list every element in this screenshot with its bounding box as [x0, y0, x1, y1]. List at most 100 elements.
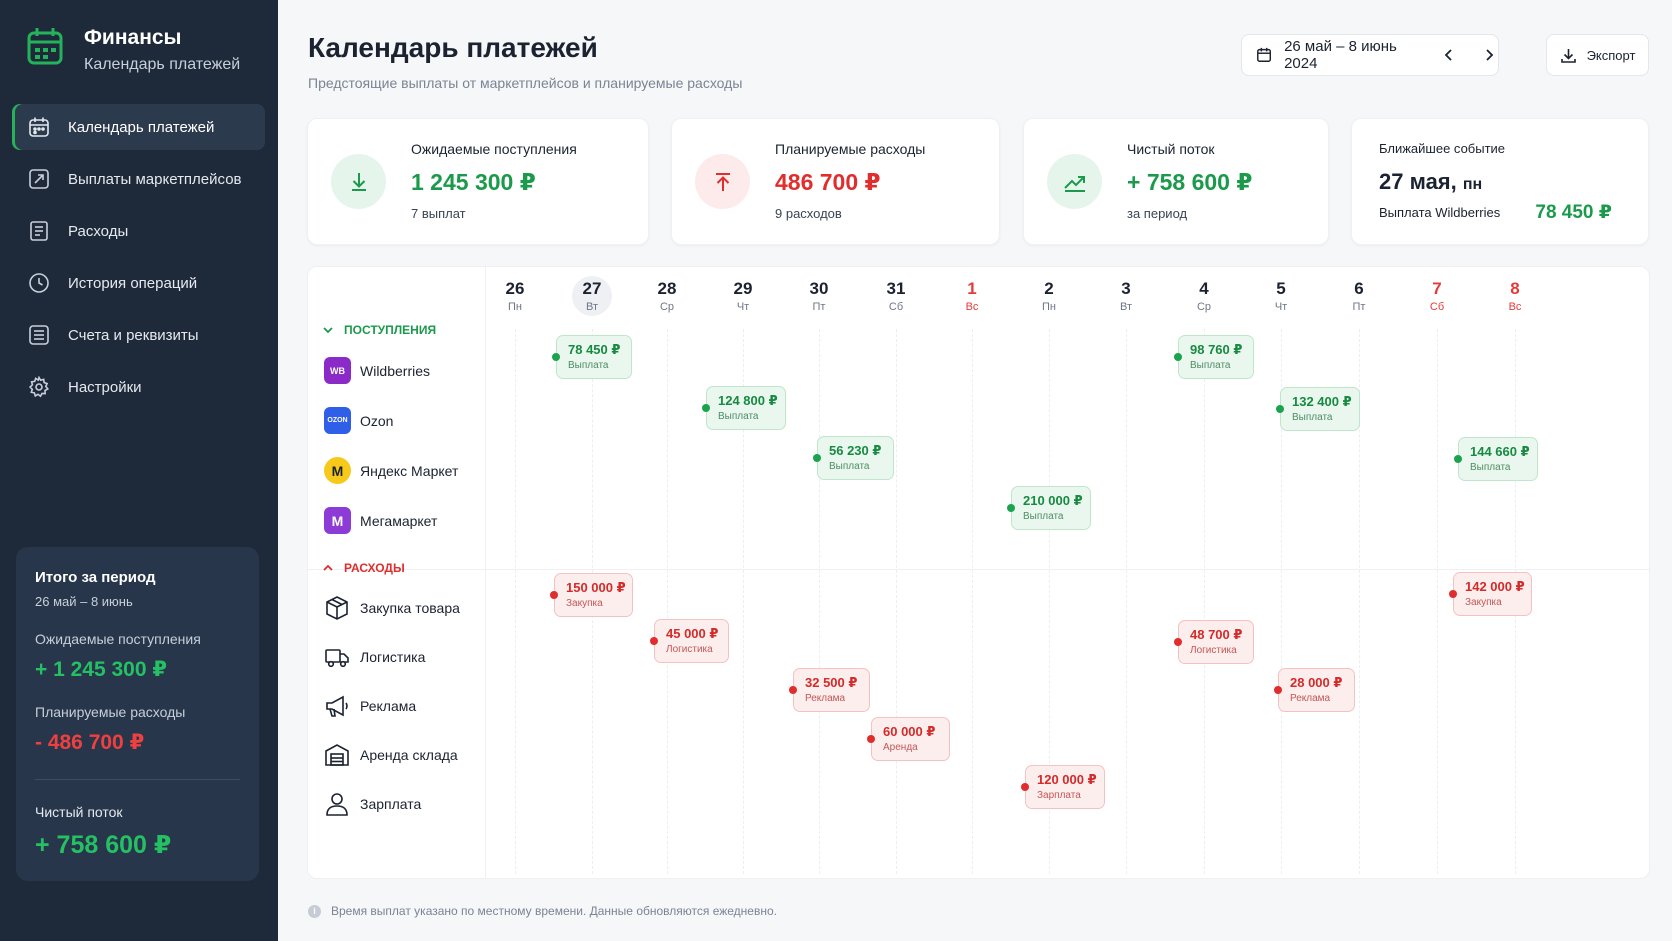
expense-event[interactable]: 32 500 ₽ Реклама: [789, 668, 870, 712]
expense-event[interactable]: 150 000 ₽ Закупка: [550, 573, 633, 617]
sidebar-item-marketplace-payouts[interactable]: Выплаты маркетплейсов: [12, 156, 265, 202]
kpi-label: Планируемые расходы: [775, 141, 926, 157]
document-icon: [29, 325, 49, 345]
event-type: Закупка: [566, 598, 603, 609]
payout-event[interactable]: 124 800 ₽ Выплата: [702, 386, 786, 430]
row-label-text: Закупка товара: [360, 600, 460, 616]
row-label-ozon: OZON Ozon: [324, 407, 393, 434]
next-event-desc: Выплата Wildberries: [1379, 205, 1501, 220]
day-column-header[interactable]: 31 Сб: [874, 279, 918, 313]
day-column-header[interactable]: 2 Пн: [1027, 279, 1071, 313]
day-column-header[interactable]: 1 Вс: [950, 279, 994, 313]
export-button[interactable]: Экспорт: [1546, 34, 1649, 76]
row-label-text: Реклама: [360, 698, 417, 714]
day-number: 27: [582, 279, 602, 298]
kpi-label: Чистый поток: [1127, 141, 1215, 157]
sidebar-item-label: История операций: [68, 274, 198, 292]
payout-event[interactable]: 56 230 ₽ Выплата: [813, 436, 894, 480]
sidebar-item-label: Календарь платежей: [68, 118, 215, 136]
payout-event[interactable]: 78 450 ₽ Выплата: [552, 335, 632, 379]
event-amount: 48 700 ₽: [1190, 627, 1243, 642]
day-column-header[interactable]: 8 Вс: [1493, 279, 1537, 313]
day-column-header[interactable]: 6 Пт: [1337, 279, 1381, 313]
next-period-button[interactable]: [1480, 45, 1498, 65]
event-amount: 132 400 ₽: [1292, 394, 1352, 409]
day-column-header[interactable]: 4 Ср: [1182, 279, 1226, 313]
row-label-purchase: Закупка товара: [324, 595, 460, 621]
summary-divider: [35, 779, 240, 780]
expense-section-toggle[interactable]: РАСХОДЫ: [322, 561, 405, 575]
event-type: Реклама: [1290, 693, 1331, 704]
app-subtitle: Календарь платежей: [84, 56, 241, 73]
info-icon: i: [308, 904, 321, 918]
day-number: 7: [1432, 279, 1442, 298]
kpi-note: 7 выплат: [411, 206, 466, 221]
sidebar-item-settings[interactable]: Настройки: [12, 364, 265, 410]
day-column-header[interactable]: 3 Вт: [1104, 279, 1148, 313]
expense-event[interactable]: 45 000 ₽ Логистика: [650, 619, 729, 663]
day-weekday: Вт: [1119, 301, 1132, 313]
kpi-planned-expenses: Планируемые расходы 486 700 ₽ 9 расходов: [671, 118, 1000, 245]
event-amount: 124 800 ₽: [718, 393, 778, 408]
clock-icon: [29, 273, 49, 293]
footer-note: i Время выплат указано по местному време…: [308, 904, 777, 918]
day-column-header[interactable]: 27 Вт: [570, 276, 614, 316]
grid-line: [515, 329, 516, 874]
expense-event[interactable]: 28 000 ₽ Реклама: [1274, 668, 1355, 712]
section-label: ПОСТУПЛЕНИЯ: [344, 323, 437, 337]
payout-event[interactable]: 144 660 ₽ Выплата: [1454, 437, 1538, 481]
kpi-expected-income: Ожидаемые поступления 1 245 300 ₽ 7 выпл…: [307, 118, 649, 245]
user-icon: [326, 793, 348, 816]
sidebar-nav: Календарь платежей Выплаты маркетплейсов…: [12, 104, 265, 416]
row-label-text: Логистика: [360, 649, 426, 665]
day-number: 4: [1199, 279, 1209, 298]
expense-event[interactable]: 142 000 ₽ Закупка: [1449, 572, 1532, 616]
day-column-header[interactable]: 5 Чт: [1259, 279, 1303, 313]
gear-icon: [28, 376, 50, 398]
sidebar-item-label: Счета и реквизиты: [68, 326, 199, 344]
summary-range: 26 май – 8 июнь: [35, 594, 133, 609]
megaphone-icon: [326, 695, 348, 717]
kpi-next-event: Ближайшее событие 27 мая, пн Выплата Wil…: [1351, 118, 1649, 245]
next-event-amount: 78 450 ₽: [1535, 202, 1612, 223]
sidebar-item-accounts[interactable]: Счета и реквизиты: [12, 312, 265, 358]
expense-event[interactable]: 120 000 ₽ Зарплата: [1021, 765, 1105, 809]
event-type: Выплата: [829, 461, 870, 472]
kpi-label: Ожидаемые поступления: [411, 141, 577, 157]
day-number: 26: [505, 279, 525, 298]
kpi-expense-icon-wrap: [695, 154, 750, 209]
payout-event[interactable]: 98 760 ₽ Выплата: [1174, 335, 1254, 379]
expense-event[interactable]: 48 700 ₽ Логистика: [1174, 620, 1254, 664]
date-range-picker[interactable]: 26 май – 8 июнь 2024: [1241, 34, 1499, 76]
day-column-header[interactable]: 30 Пт: [797, 279, 841, 313]
sidebar-item-expenses[interactable]: Расходы: [12, 208, 265, 254]
day-column-header[interactable]: 26 Пн: [493, 279, 537, 313]
day-column-header[interactable]: 29 Чт: [721, 279, 765, 313]
row-label-warehouse: Аренда склада: [324, 742, 458, 768]
day-column-header[interactable]: 7 Сб: [1415, 279, 1459, 313]
sidebar: Финансы Календарь платежей Календарь пла…: [0, 0, 278, 941]
warehouse-icon: [325, 744, 349, 766]
row-label-megamarket: M Мегамаркет: [324, 507, 437, 534]
day-column-header[interactable]: 28 Ср: [645, 279, 689, 313]
event-amount: 210 000 ₽: [1023, 493, 1083, 508]
calendar-row-labels: [308, 267, 486, 878]
payout-event[interactable]: 210 000 ₽ Выплата: [1007, 486, 1091, 530]
download-icon: [1560, 48, 1576, 63]
payout-event[interactable]: 132 400 ₽ Выплата: [1276, 387, 1360, 431]
event-type: Логистика: [666, 644, 713, 655]
day-weekday: Пн: [1042, 301, 1056, 313]
row-label-text: Яндекс Маркет: [360, 462, 459, 479]
prev-period-button[interactable]: [1440, 45, 1458, 65]
sidebar-item-label: Выплаты маркетплейсов: [68, 170, 242, 188]
day-weekday: Вс: [1508, 301, 1522, 313]
section-label: РАСХОДЫ: [344, 561, 405, 575]
sidebar-item-payment-calendar[interactable]: Календарь платежей: [12, 104, 265, 150]
event-amount: 78 450 ₽: [568, 342, 621, 357]
sidebar-item-history[interactable]: История операций: [12, 260, 265, 306]
grid-line: [896, 329, 897, 874]
truck-icon: [325, 649, 349, 668]
event-amount: 45 000 ₽: [666, 626, 719, 641]
expense-event[interactable]: 60 000 ₽ Аренда: [867, 717, 950, 761]
income-section-toggle[interactable]: ПОСТУПЛЕНИЯ: [322, 323, 436, 337]
